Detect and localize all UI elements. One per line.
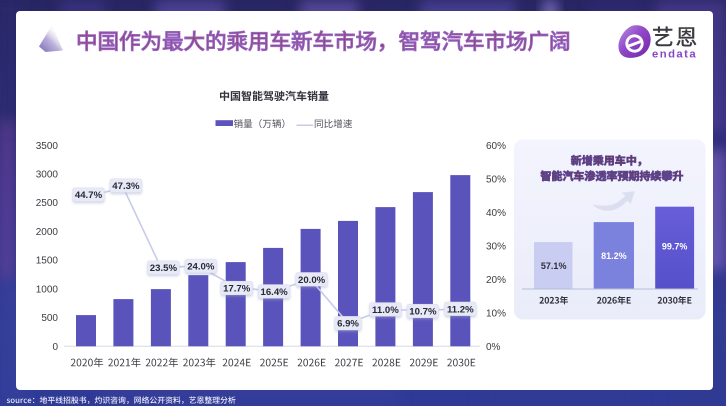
svg-text:47.3%: 47.3% <box>112 181 140 192</box>
svg-text:24.0%: 24.0% <box>187 261 215 272</box>
svg-text:60%: 60% <box>486 141 506 152</box>
svg-text:endata: endata <box>652 48 697 60</box>
svg-text:0: 0 <box>52 342 58 353</box>
svg-text:1500: 1500 <box>36 256 59 267</box>
svg-text:81.2%: 81.2% <box>601 251 627 261</box>
svg-text:99.7%: 99.7% <box>662 242 688 252</box>
svg-text:2000: 2000 <box>36 227 59 238</box>
svg-text:11.0%: 11.0% <box>372 305 399 316</box>
svg-text:23.5%: 23.5% <box>150 263 178 274</box>
svg-text:10%: 10% <box>486 308 506 319</box>
svg-text:44.7%: 44.7% <box>75 190 103 201</box>
svg-text:20.0%: 20.0% <box>298 275 326 286</box>
svg-text:40%: 40% <box>486 208 506 219</box>
svg-text:10.7%: 10.7% <box>409 307 437 318</box>
svg-text:0%: 0% <box>486 342 501 353</box>
svg-text:2500: 2500 <box>36 198 59 209</box>
svg-text:3000: 3000 <box>36 170 59 181</box>
svg-text:17.7%: 17.7% <box>223 284 251 295</box>
svg-text:57.1%: 57.1% <box>541 261 567 271</box>
svg-text:3500: 3500 <box>36 141 59 152</box>
svg-text:6.9%: 6.9% <box>337 319 359 330</box>
svg-text:30%: 30% <box>486 241 506 252</box>
svg-text:1000: 1000 <box>36 284 59 295</box>
svg-text:11.2%: 11.2% <box>447 304 474 315</box>
svg-text:16.4%: 16.4% <box>260 287 288 298</box>
svg-text:50%: 50% <box>486 174 506 185</box>
svg-text:20%: 20% <box>486 275 506 286</box>
svg-text:500: 500 <box>41 313 58 324</box>
